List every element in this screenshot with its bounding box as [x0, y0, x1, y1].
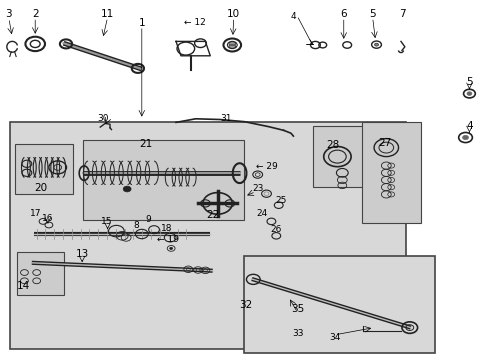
Text: 20: 20	[35, 183, 47, 193]
Text: 8: 8	[133, 220, 139, 230]
Text: 23: 23	[252, 184, 264, 193]
Text: ← 12: ← 12	[183, 18, 205, 27]
Text: 2: 2	[32, 9, 39, 19]
Bar	[312, 126, 376, 187]
Text: 21: 21	[139, 139, 152, 149]
Text: 27: 27	[377, 138, 391, 148]
Text: 35: 35	[290, 304, 304, 314]
Text: 11: 11	[101, 9, 114, 19]
Text: 31: 31	[220, 114, 231, 123]
Circle shape	[169, 247, 172, 249]
Text: 34: 34	[328, 333, 340, 342]
Bar	[10, 122, 405, 349]
Text: ← 29: ← 29	[256, 162, 277, 171]
Text: 10: 10	[227, 9, 240, 19]
Text: 22: 22	[206, 210, 220, 220]
Bar	[244, 256, 434, 353]
Text: 1: 1	[138, 18, 145, 28]
Text: 18: 18	[160, 224, 172, 233]
Text: 9: 9	[145, 215, 151, 224]
Text: 25: 25	[274, 196, 286, 205]
Text: 17: 17	[29, 209, 41, 217]
Text: 32: 32	[239, 300, 252, 310]
Text: 15: 15	[101, 217, 112, 226]
Circle shape	[462, 135, 468, 140]
Text: 7: 7	[398, 9, 405, 19]
Text: 14: 14	[17, 281, 30, 291]
Text: 5: 5	[465, 77, 472, 87]
Text: 4: 4	[465, 121, 472, 131]
Text: ← 19: ← 19	[157, 235, 179, 243]
Text: 33: 33	[292, 329, 304, 338]
Text: 24: 24	[256, 209, 267, 217]
Text: 4: 4	[290, 12, 296, 21]
Bar	[15, 144, 73, 194]
Circle shape	[123, 186, 131, 192]
Text: 28: 28	[325, 140, 339, 150]
Text: 5: 5	[368, 9, 375, 19]
Bar	[17, 252, 63, 295]
Bar	[361, 122, 420, 223]
Text: 6: 6	[340, 9, 346, 19]
Text: 3: 3	[5, 9, 12, 19]
Text: 13: 13	[75, 249, 89, 259]
Circle shape	[466, 92, 471, 95]
Bar	[83, 140, 244, 220]
Text: 26: 26	[270, 225, 282, 234]
Text: 16: 16	[42, 214, 54, 223]
Circle shape	[374, 43, 378, 46]
Text: 30: 30	[97, 114, 108, 122]
